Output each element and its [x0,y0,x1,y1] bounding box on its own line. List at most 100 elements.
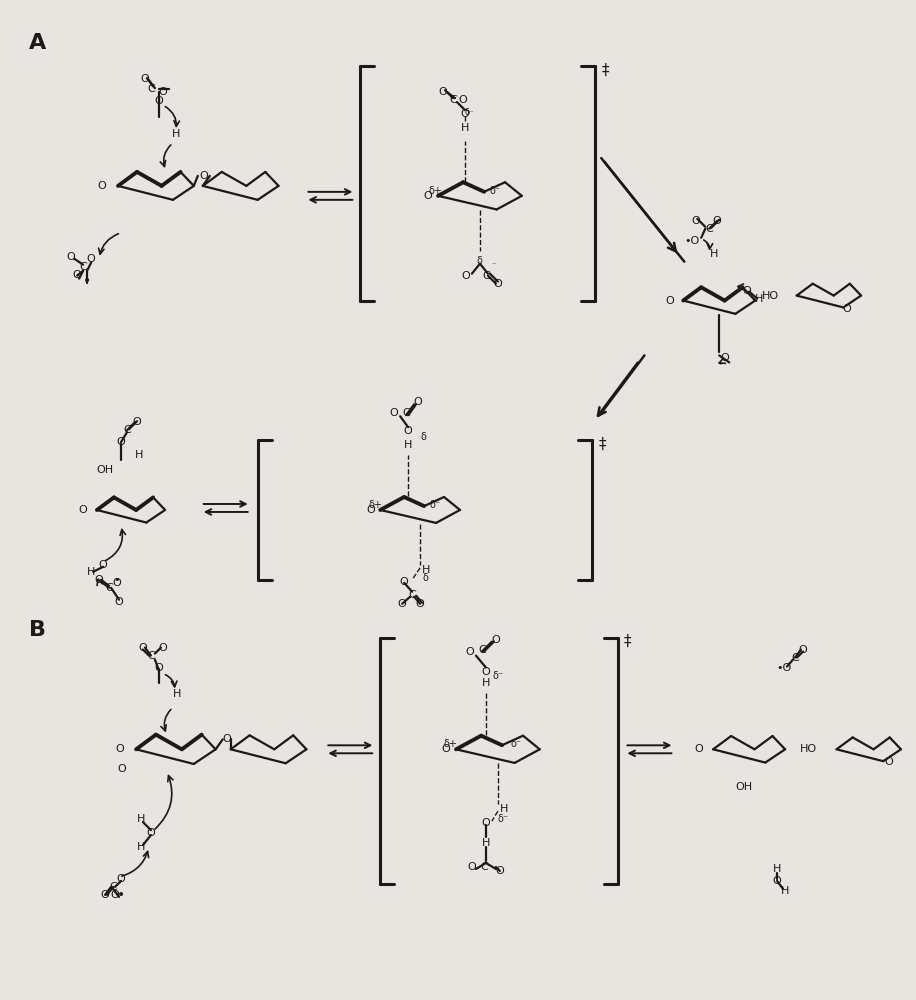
Text: O: O [665,296,673,306]
Text: O: O [98,181,106,191]
Text: δ⁻: δ⁻ [489,186,500,196]
Text: O: O [439,87,447,97]
Text: O: O [133,417,141,427]
Text: O: O [843,304,851,314]
Text: H: H [422,565,431,575]
Text: O: O [158,87,168,97]
Text: H: H [135,450,143,460]
Text: O: O [155,96,163,106]
Text: C: C [147,84,155,94]
Text: H: H [710,249,718,259]
Text: O: O [743,286,751,296]
Text: •: • [83,274,92,288]
Text: O: O [465,647,474,657]
Text: C: C [480,862,488,872]
Text: O: O [404,426,412,436]
Text: B: B [29,620,47,640]
Text: O: O [110,890,119,900]
Text: •O: •O [777,663,791,673]
Text: O: O [94,575,104,585]
Text: O: O [398,599,407,609]
Text: C: C [449,95,457,105]
Text: $‡$: $‡$ [601,61,610,78]
Text: δ+: δ+ [428,186,442,196]
Text: C: C [402,408,410,418]
Text: H: H [461,123,469,133]
Text: HO: HO [761,291,779,301]
Text: O: O [462,271,470,281]
Text: H: H [482,678,490,688]
Text: O: O [101,890,109,900]
Text: O: O [87,254,95,264]
Text: O: O [114,597,124,607]
Text: O: O [116,874,125,884]
Text: δ⁻: δ⁻ [497,814,508,824]
Text: C: C [791,653,799,663]
Text: C: C [123,425,131,435]
Text: H: H [171,129,180,139]
Text: H: H [87,567,95,577]
Text: C: C [482,271,490,281]
Text: H: H [482,838,490,848]
Text: O: O [158,643,168,653]
Text: H: H [500,804,508,814]
Text: H: H [136,842,145,852]
Text: δ⁻: δ⁻ [493,671,504,681]
Text: O: O [496,866,504,876]
Text: δ⁻: δ⁻ [430,500,441,510]
Text: O: O [365,505,375,515]
Text: •O: •O [684,236,699,246]
Text: O: O [79,505,87,515]
Text: O: O [467,862,476,872]
Text: O: O [884,757,893,767]
Text: •: • [114,575,120,585]
Text: O: O [482,667,490,677]
Text: O: O [459,95,467,105]
Text: δ⁻: δ⁻ [465,108,474,117]
Text: ⁻: ⁻ [492,261,496,270]
Text: δ: δ [477,256,483,266]
Text: O: O [691,216,700,226]
Text: O: O [695,744,703,754]
Text: O: O [115,744,125,754]
Text: O: O [140,74,149,84]
Text: •: • [117,888,125,902]
Text: δ+: δ+ [368,500,382,510]
Text: O: O [138,643,147,653]
Text: O: O [713,216,722,226]
Text: H: H [136,814,145,824]
Text: δ+: δ+ [443,739,457,749]
Text: A: A [29,33,47,53]
Text: δ⁻: δ⁻ [510,739,521,749]
Text: C: C [80,262,87,272]
Text: O: O [118,764,126,774]
Text: O: O [482,818,490,828]
Text: O: O [72,270,82,280]
Text: δ: δ [420,432,426,442]
Text: O: O [773,876,781,886]
Text: OH: OH [96,465,113,475]
Text: $‡$: $‡$ [624,633,633,649]
Text: C: C [105,583,113,593]
Text: H: H [780,886,790,896]
Text: O: O [492,635,500,645]
Text: H: H [755,294,763,304]
Text: O: O [390,408,398,418]
Text: O: O [461,109,469,119]
Text: O: O [442,744,451,754]
Text: δ: δ [422,573,428,583]
Text: O: O [721,353,729,363]
Text: O: O [223,734,231,744]
Text: O: O [399,577,409,587]
Text: C: C [147,651,155,661]
Text: C: C [705,224,714,234]
Text: O: O [155,663,163,673]
Text: H: H [173,689,181,699]
Text: C: C [478,645,485,655]
Text: O: O [147,828,156,838]
Text: H: H [404,440,412,450]
Text: O: O [414,397,422,407]
Text: O: O [424,191,432,201]
Text: C: C [109,882,117,892]
Text: O: O [99,560,107,570]
